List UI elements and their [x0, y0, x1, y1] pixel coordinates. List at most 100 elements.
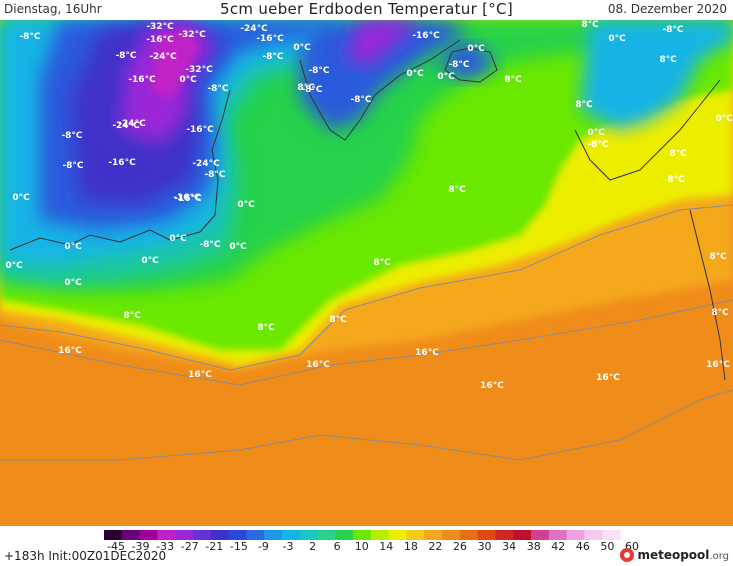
temperature-label: -24°C [240, 24, 268, 34]
colorscale-label: 38 [526, 540, 541, 553]
colorscale-swatch [584, 530, 603, 540]
colorscale-label: 26 [453, 540, 467, 553]
temperature-label: -32°C [185, 65, 213, 75]
colorscale-swatch [459, 530, 479, 540]
temperature-label: -24°C [118, 119, 146, 129]
colorscale-label: -15 [229, 540, 248, 553]
colorscale-label: 42 [551, 540, 566, 553]
map-labels-layer: -8°C -32°C -16°C -32°C -24°C -16°C 0°C -24°C -8°… [5, 20, 733, 391]
temperature-label: -16°C [412, 31, 440, 41]
valid-date-label: 08. Dezember 2020 [607, 2, 727, 16]
temperature-label: 16°C [306, 360, 330, 370]
colorscale-label: 10 [354, 540, 369, 553]
temperature-label: 0°C [229, 242, 247, 252]
colorscale-label: -9 [257, 540, 269, 553]
footer [0, 526, 733, 566]
temperature-label: -8°C [350, 95, 371, 105]
colorscale-swatch [495, 530, 514, 540]
coastline [444, 47, 498, 83]
meteopool-logo[interactable]: meteopool.org [620, 546, 729, 564]
temperature-label: 0°C [437, 72, 455, 82]
temperature-label: -16°C [128, 75, 156, 85]
scandinavia-cold [580, 20, 733, 130]
colorscale-label: 22 [428, 540, 443, 553]
coastline [574, 79, 721, 181]
temperature-label: 16°C [415, 348, 439, 358]
temperature-label: 8°C [329, 315, 347, 325]
colorscale-label: -45 [107, 540, 125, 553]
valid-day-label: Dienstag, 16Uhr [4, 2, 102, 16]
temperature-label: -8°C [308, 66, 329, 76]
colorscale-swatch [157, 530, 176, 540]
colorscale-swatch [335, 530, 354, 540]
temperature-label: 0°C [467, 44, 485, 54]
colorscale-label: 46 [575, 540, 590, 553]
colorscale-swatch [548, 530, 568, 540]
colorscale-swatch [477, 530, 497, 540]
temperature-label: -8°C [62, 161, 83, 171]
colorscale-swatch [281, 530, 301, 540]
colorscale-bar [104, 530, 621, 540]
coastline [689, 209, 726, 381]
colorscale-label: -33 [156, 540, 175, 553]
colorscale-swatch [175, 530, 194, 540]
temperature-label: 0°C [715, 114, 733, 124]
colorscale-swatch [531, 530, 550, 540]
temperature-label: -8°C [19, 32, 40, 42]
colorscale-labels: -45 -39 -33 -27 -21 -15 -9 -3 2 6 10 14 18 22 26 30 34 38… [107, 540, 639, 554]
temperature-label: 8°C [669, 149, 687, 159]
logo-icon [620, 548, 635, 562]
header: Dienstag, 16Uhr 5cm ueber Erdboden Tempe… [0, 0, 733, 20]
temperature-label: 8°C [448, 185, 466, 195]
colorscale-swatch [264, 530, 283, 540]
colorscale-label: 2 [309, 540, 317, 553]
temperature-label: -8°C [207, 84, 228, 94]
colorscale-swatch [210, 530, 230, 540]
contour-line [0, 299, 733, 386]
colorscale-label: 18 [403, 540, 418, 553]
temperature-label: 0°C [293, 43, 311, 53]
temperature-label: -8°C [262, 52, 283, 62]
temperature-label: 0°C [169, 234, 187, 244]
colorscale-swatch [370, 530, 390, 540]
temperature-label: 0°C [237, 200, 255, 210]
temperature-label: -32°C [146, 22, 174, 32]
temperature-label: 8°C [297, 83, 315, 93]
colorscale-swatch [388, 530, 408, 540]
logo-text: meteopool.org [637, 548, 729, 562]
colorscale-swatch [513, 530, 532, 540]
temperature-label: 16°C [706, 360, 730, 370]
temperature-label: 8°C [504, 75, 522, 85]
temperature-label: 8°C [659, 55, 677, 65]
colorscale-swatch [442, 530, 461, 540]
temperature-label: 0°C [179, 75, 197, 85]
temperature-label: 0°C [141, 256, 159, 266]
colorscale-swatch [566, 530, 586, 540]
temperature-label: 0°C [406, 69, 424, 79]
temperature-label: 8°C [575, 100, 593, 110]
greenland-core [345, 20, 420, 65]
temperature-label: -16°C [186, 125, 214, 135]
coastline [299, 39, 461, 141]
colorscale-swatch [317, 530, 336, 540]
colorscale-swatch [602, 530, 621, 540]
colorscale-swatch [353, 530, 372, 540]
temperature-label: -24°C [149, 52, 177, 62]
colorscale-swatch [121, 530, 141, 540]
temperature-label: -8°C [448, 60, 469, 70]
colorscale-label: -21 [205, 540, 224, 553]
temperature-label: 8°C [711, 308, 729, 318]
temperature-label: 0°C [608, 34, 626, 44]
temperature-label: -8°C [61, 131, 82, 141]
colorscale-label: 34 [502, 540, 517, 553]
temperature-label: -8°C [199, 240, 220, 250]
temperature-label: 0°C [12, 193, 30, 203]
temperature-label: 8°C [667, 175, 685, 185]
temperature-label: -8°C [115, 51, 136, 61]
temperature-label: -8°C [587, 140, 608, 150]
temperature-label: -32°C [178, 30, 206, 40]
temperature-label: 0°C [64, 242, 82, 252]
temperature-label: 8°C [257, 323, 275, 333]
temperature-label: 0°C [587, 128, 605, 138]
temperature-label: 0°C [5, 261, 23, 271]
